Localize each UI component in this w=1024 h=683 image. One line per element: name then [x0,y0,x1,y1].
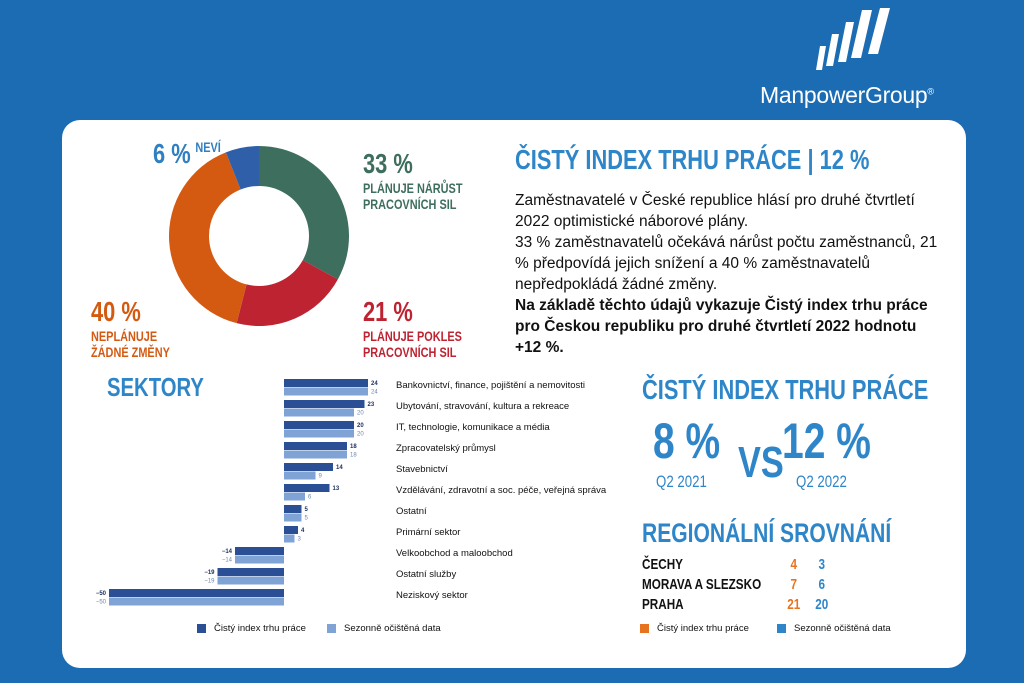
bar-value-label: 24 [371,390,378,396]
bar-value-label: 13 [333,486,340,492]
sector-label: Neziskový sektor [396,590,468,601]
index-left-period: Q2 2021 [656,472,707,492]
bar-value-label: 23 [368,402,375,408]
bar-value-label: 3 [298,537,302,543]
legend-swatch [327,624,336,633]
bar-adjusted [109,598,284,606]
bar-value-label: 18 [350,444,357,450]
bar-adjusted [284,451,347,459]
bar-value-label: −19 [204,579,215,585]
body-paragraph-3: Na základě těchto údajů vykazuje Čistý i… [515,295,945,358]
bar-value-label: 6 [308,495,312,501]
bar-value-label: 20 [357,432,364,438]
bar-adjusted [284,472,316,480]
bar-value-label: 4 [301,528,305,534]
bar-value-label: 5 [305,516,309,522]
nochange-label: 40 % NEPLÁNUJE ŽÁDNÉ ZMĚNY [91,296,192,360]
legend-swatch [777,624,786,633]
bar-index [235,547,284,555]
bar-index [284,442,347,450]
bar-value-label: −14 [222,549,233,555]
index-right-value: 12 % [782,412,871,470]
sector-label: IT, technologie, komunikace a média [396,422,550,433]
headline: ČISTÝ INDEX TRHU PRÁCE | 12 % [515,144,869,176]
sector-label: Zpracovatelský průmysl [396,443,496,454]
index-right-period: Q2 2022 [796,472,847,492]
bar-index [284,421,354,429]
sector-label: Ostatní [396,506,427,517]
legend-swatch [197,624,206,633]
index-title: ČISTÝ INDEX TRHU PRÁCE [642,374,928,406]
bar-index [284,463,333,471]
vs-label: VS [738,438,784,488]
bar-adjusted [284,388,368,396]
sector-label: Bankovnictví, finance, pojištění a nemov… [396,380,585,391]
sector-bar-chart: 24 24 Bankovnictví, finance, pojištění a n… [62,370,662,620]
decline-label: 21 % PLÁNUJE POKLES PRACOVNÍCH SIL [363,296,490,360]
growth-label: 33 % PLÁNUJE NÁRŮST PRACOVNÍCH SIL [363,148,491,212]
sector-label: Ostatní služby [396,569,456,580]
bar-value-label: −14 [222,558,233,564]
regional-legend-item-1: Čistý index trhu práce [640,623,749,634]
region-value-index: 21 [782,596,805,613]
bar-value-label: 20 [357,423,364,429]
bar-adjusted [284,535,295,543]
bar-adjusted [218,577,285,585]
bar-index [284,484,330,492]
region-name: ČECHY [642,556,683,573]
bar-adjusted [235,556,284,564]
bar-adjusted [284,430,354,438]
body-paragraph-1: Zaměstnavatelé v České republice hlásí p… [515,190,945,232]
content-card: 6 % NEVÍ 33 % PLÁNUJE NÁRŮST PRACOVNÍCH … [62,120,966,668]
bar-legend-item-2: Sezonně očištěná data [327,623,441,634]
sector-label: Primární sektor [396,527,460,538]
bar-index [218,568,285,576]
sector-label: Velkoobchod a maloobchod [396,548,513,559]
brand-name: ManpowerGroup® [760,82,934,109]
body-paragraph-2: 33 % zaměstnavatelů očekává nárůst počtu… [515,232,945,295]
bar-adjusted [284,493,305,501]
region-name: MORAVA A SLEZSKO [642,576,761,593]
sector-label: Stavebnictví [396,464,448,475]
donut-slice-growth [259,146,349,279]
region-value-index: 4 [782,556,805,573]
bar-value-label: −50 [96,591,107,597]
region-name: PRAHA [642,596,684,613]
region-value-adjusted: 3 [810,556,833,573]
bar-legend-item-1: Čistý index trhu práce [197,623,306,634]
bar-index [109,589,284,597]
bar-value-label: 9 [319,474,323,480]
bar-index [284,505,302,513]
bar-value-label: −50 [96,600,107,606]
bar-value-label: 24 [371,381,378,387]
manpowergroup-logo-icon [816,8,896,70]
regional-legend-item-2: Sezonně očištěná data [777,623,891,634]
regional-title: REGIONÁLNÍ SROVNÁNÍ [642,518,891,549]
sector-label: Ubytování, stravování, kultura a rekreac… [396,401,569,412]
bar-index [284,526,298,534]
bar-value-label: 18 [350,453,357,459]
donut-chart [168,145,350,327]
bar-index [284,379,368,387]
legend-swatch [640,624,649,633]
region-value-adjusted: 20 [810,596,833,613]
region-value-adjusted: 6 [810,576,833,593]
bar-adjusted [284,514,302,522]
bar-value-label: 5 [305,507,309,513]
bar-adjusted [284,409,354,417]
sector-label: Vzdělávání, zdravotní a soc. péče, veřej… [396,485,607,496]
bar-value-label: 14 [336,465,343,471]
bar-value-label: −19 [204,570,215,576]
unknown-label: 6 % NEVÍ [153,138,240,170]
region-value-index: 7 [782,576,805,593]
bar-value-label: 20 [357,411,364,417]
bar-index [284,400,365,408]
index-left-value: 8 % [653,412,720,470]
body-text: Zaměstnavatelé v České republice hlásí p… [515,190,945,358]
